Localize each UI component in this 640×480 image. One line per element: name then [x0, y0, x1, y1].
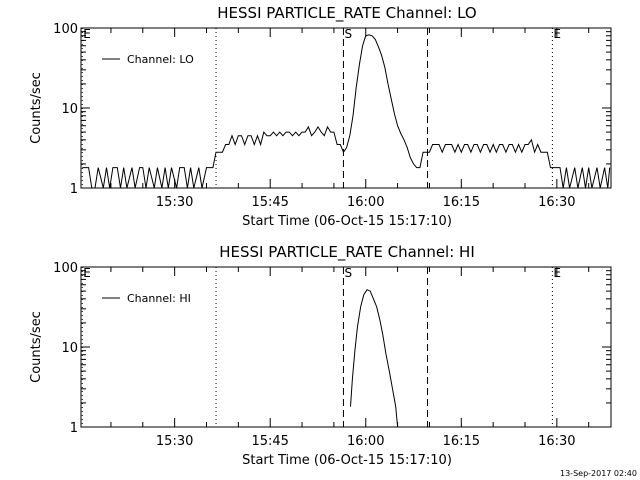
plot-frame — [80, 266, 612, 428]
x-tick-label: 16:15 — [443, 434, 480, 449]
x-tick-label: 16:15 — [443, 195, 480, 210]
legend-label: Channel: HI — [127, 292, 191, 305]
plot-area: 1 10 100 15:30 15:45 16:00 16:15 16:30 E S E Chan… — [53, 261, 612, 449]
legend: Channel: HI — [102, 292, 191, 305]
plot-area: 1 10 100 15:30 15:45 16:00 16:15 16:30 E S E Chan… — [53, 22, 612, 210]
legend: Channel: LO — [102, 53, 194, 66]
event-marker-label: E — [83, 27, 91, 41]
y-tick-label: 100 — [53, 261, 78, 276]
y-tick-label: 100 — [53, 22, 78, 37]
y-tick-label: 1 — [70, 421, 78, 436]
chart-title: HESSI PARTICLE_RATE Channel: HI — [219, 243, 475, 262]
y-tick-label: 1 — [70, 182, 78, 197]
x-tick-label: 16:30 — [538, 434, 575, 449]
event-marker-label: E — [553, 266, 561, 280]
y-tick-label: 10 — [61, 341, 78, 356]
y-tick-label: 10 — [61, 102, 78, 117]
event-marker-label: S — [344, 266, 352, 280]
x-tick-label: 16:00 — [347, 195, 384, 210]
x-axis-title: Start Time (06-Oct-15 15:17:10) — [242, 453, 452, 468]
data-series-line — [82, 34, 611, 189]
hi-chart: HESSI PARTICLE_RATE Channel: HI Counts/s… — [29, 243, 612, 468]
generation-timestamp: 13-Sep-2017 02:40 — [560, 469, 637, 478]
x-tick-label: 15:30 — [156, 434, 193, 449]
x-tick-label: 16:30 — [538, 195, 575, 210]
y-axis-title: Counts/sec — [29, 72, 44, 144]
chart-title: HESSI PARTICLE_RATE Channel: LO — [217, 4, 476, 23]
plot-frame — [80, 27, 612, 189]
data-series-line — [350, 289, 399, 428]
x-tick-label: 15:45 — [251, 434, 288, 449]
x-tick-label: 15:30 — [156, 195, 193, 210]
event-marker-label: E — [553, 27, 561, 41]
x-axis-title: Start Time (06-Oct-15 15:17:10) — [242, 214, 452, 229]
lo-chart: HESSI PARTICLE_RATE Channel: LO Counts/s… — [29, 4, 612, 229]
event-marker-label: E — [83, 266, 91, 280]
x-tick-label: 16:00 — [347, 434, 384, 449]
x-tick-label: 15:45 — [251, 195, 288, 210]
legend-label: Channel: LO — [127, 53, 194, 66]
y-axis-title: Counts/sec — [29, 311, 44, 383]
event-marker-label: S — [344, 27, 352, 41]
